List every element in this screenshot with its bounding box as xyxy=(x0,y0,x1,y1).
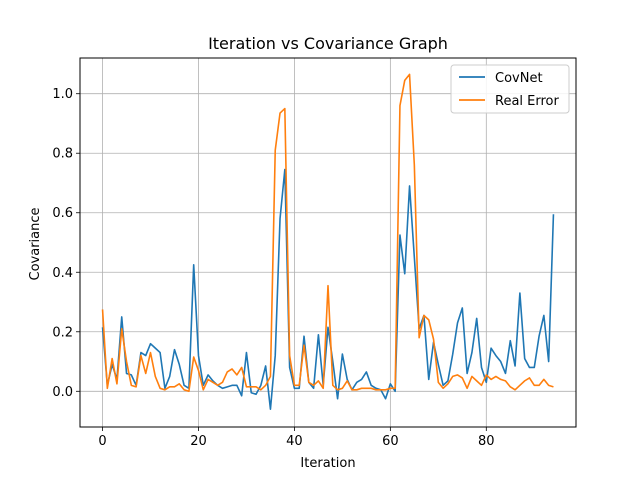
x-tick-label: 60 xyxy=(382,434,399,449)
series-line-1 xyxy=(101,73,554,393)
y-axis-label: Covariance xyxy=(28,208,43,281)
x-axis-label: Iteration xyxy=(300,456,355,471)
x-tick-label: 20 xyxy=(190,434,207,449)
axes-frame xyxy=(79,57,577,428)
legend-label-1: Real Error xyxy=(495,94,560,109)
axis-ticks: 0 20 40 60 80 0.0 0.2 0.4 0.6 0.8 1.0 xyxy=(52,87,494,449)
y-tick-label: 0.6 xyxy=(52,206,73,221)
legend-label-0: CovNet xyxy=(495,71,543,86)
chart-title: Iteration vs Covariance Graph xyxy=(208,34,448,53)
y-tick-label: 0.8 xyxy=(52,147,73,162)
x-tick-label: 80 xyxy=(478,434,495,449)
x-tick-label: 0 xyxy=(98,434,106,449)
y-tick-label: 0.2 xyxy=(52,325,73,340)
series-line-0 xyxy=(101,168,555,410)
series-lines xyxy=(101,73,555,410)
y-tick-label: 1.0 xyxy=(52,87,73,102)
y-tick-label: 0.0 xyxy=(52,385,73,400)
legend: CovNet Real Error xyxy=(450,64,570,114)
x-tick-label: 40 xyxy=(286,434,303,449)
y-tick-label: 0.4 xyxy=(52,266,73,281)
